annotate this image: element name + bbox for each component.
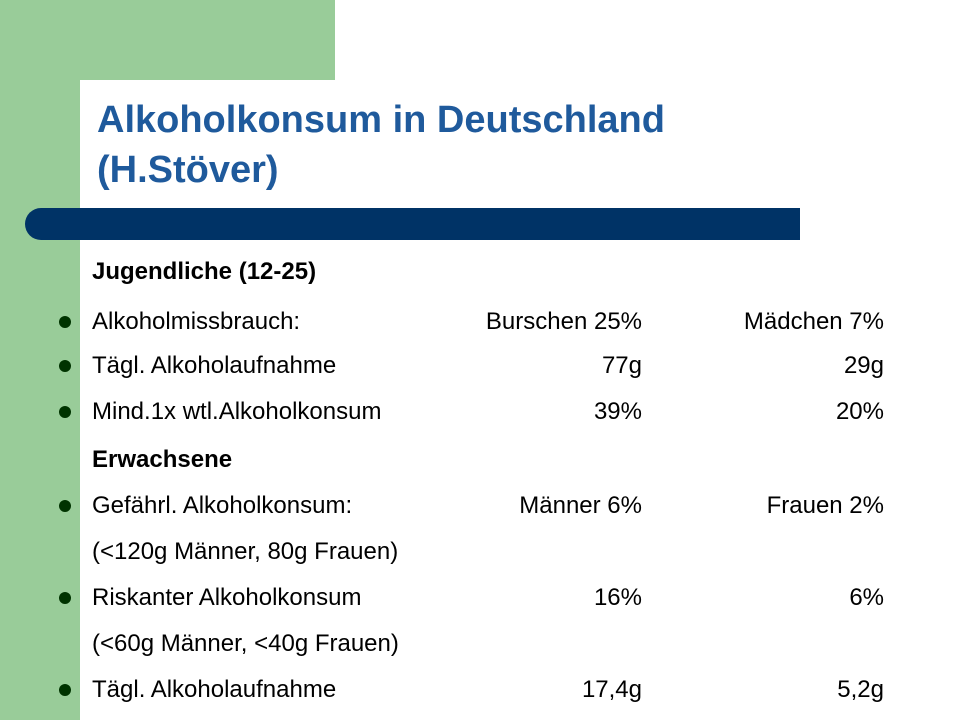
row-value: Burschen 25% xyxy=(485,308,642,335)
row-value: 17,4g xyxy=(581,676,642,703)
row: Mind.1x wtl.Alkoholkonsum 39% 20% xyxy=(0,389,960,435)
row-label: Tägl. Alkoholaufnahme xyxy=(92,352,337,379)
row-label: Gefährl. Alkoholkonsum: xyxy=(92,492,353,519)
row-value: Frauen 2% xyxy=(766,492,884,519)
corner xyxy=(80,80,160,160)
row-label: Jugendliche (12-25) xyxy=(92,258,317,285)
bullet xyxy=(59,592,71,604)
row-value: 6% xyxy=(849,584,884,611)
row-value: 5,2g xyxy=(837,676,884,703)
bullet xyxy=(59,500,71,512)
row-value: 77g xyxy=(601,352,642,379)
row-label: Riskanter Alkoholkonsum xyxy=(92,584,362,611)
title-line: Alkoholkonsum in Deutschland xyxy=(97,99,665,141)
row-value: 39% xyxy=(593,398,642,425)
row-label: (<60g Männer, <40g Frauen) xyxy=(92,630,399,657)
title-bar xyxy=(25,208,800,240)
row-label: Alkoholmissbrauch: xyxy=(92,308,301,335)
row-value: 16% xyxy=(593,584,642,611)
row-value: Mädchen 7% xyxy=(743,308,884,335)
row-label: Tägl. Alkoholaufnahme xyxy=(92,676,337,703)
row: Erwachsene xyxy=(0,437,960,483)
row: Gefährl. Alkoholkonsum: Männer 6% Frauen 2… xyxy=(0,483,960,529)
row-value: 20% xyxy=(835,398,884,425)
row: Riskanter Alkoholkonsum 16% 6% xyxy=(0,575,960,621)
row: (<60g Männer, <40g Frauen) xyxy=(0,621,960,667)
row-label: (<120g Männer, 80g Frauen) xyxy=(92,538,399,565)
bullet xyxy=(59,360,71,372)
row: Jugendliche (12-25) xyxy=(0,249,960,295)
bullet xyxy=(59,316,71,328)
row-label: Mind.1x wtl.Alkoholkonsum xyxy=(92,398,382,425)
row: (<120g Männer, 80g Frauen) xyxy=(0,529,960,575)
row: Alkoholmissbrauch: Burschen 25% Mädchen 7% xyxy=(0,299,960,345)
row-label: Erwachsene xyxy=(92,446,233,473)
bullet xyxy=(59,684,71,696)
row-value: 29g xyxy=(843,352,884,379)
row: Tägl. Alkoholaufnahme 17,4g 5,2g xyxy=(0,667,960,713)
bullet xyxy=(59,406,71,418)
title: Alkoholkonsum in Deutschland (H.Stöver) xyxy=(97,95,665,195)
row-value: Männer 6% xyxy=(519,492,642,519)
row: Tägl. Alkoholaufnahme 77g 29g xyxy=(0,343,960,389)
title-line: (H.Stöver) xyxy=(97,149,279,191)
